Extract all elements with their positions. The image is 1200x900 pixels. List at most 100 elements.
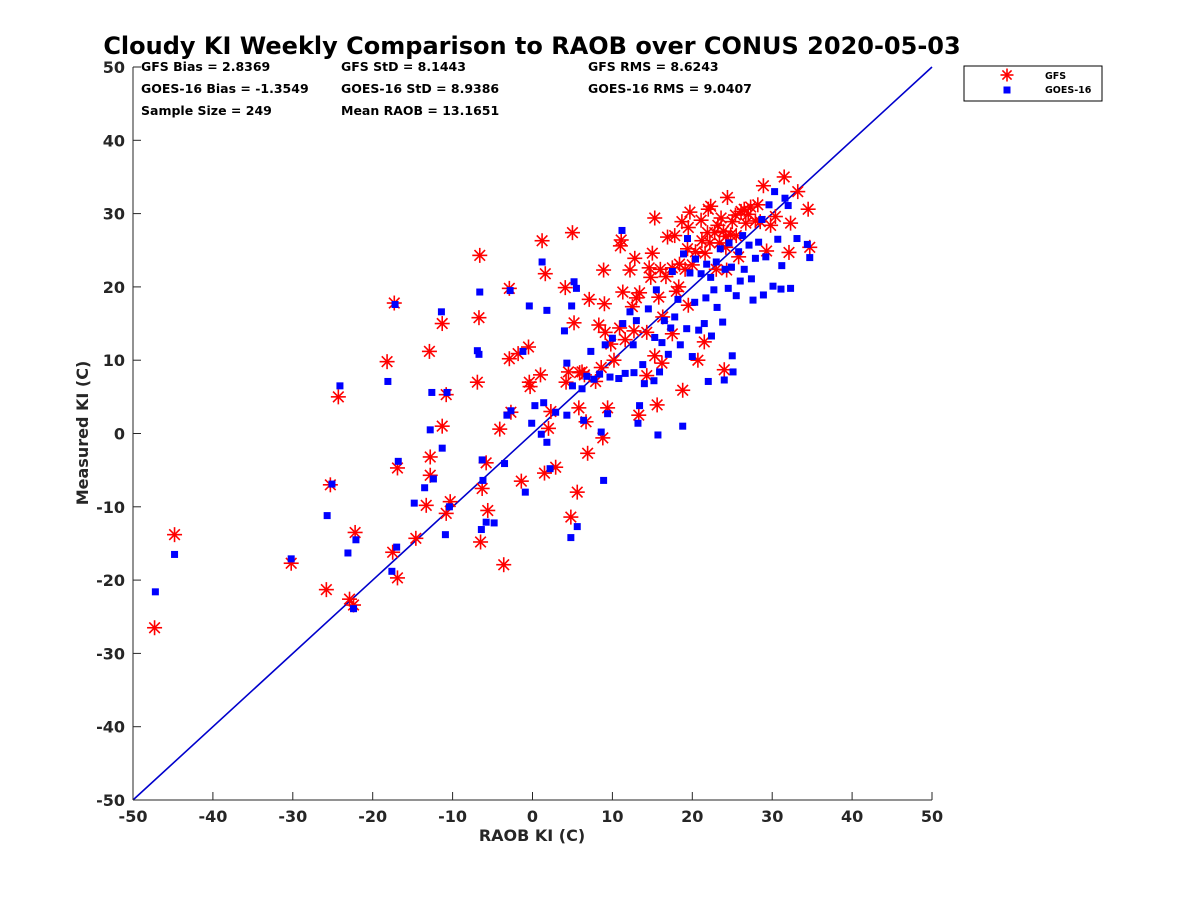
goes16-point	[654, 431, 662, 439]
gfs-point	[408, 530, 424, 546]
gfs-point	[510, 346, 526, 362]
gfs-series	[147, 169, 818, 636]
goes16-point	[632, 317, 640, 325]
gfs-point	[671, 279, 687, 295]
goes16-point	[323, 512, 331, 520]
gfs-point	[596, 262, 612, 278]
goes16-point	[667, 324, 675, 332]
goes16-point	[695, 326, 703, 334]
goes16-point	[702, 294, 710, 302]
stat-sample-size: Sample Size = 249	[141, 103, 272, 118]
y-tick-label: 30	[103, 205, 125, 224]
goes16-point	[691, 298, 699, 306]
gfs-point	[750, 197, 766, 213]
goes16-point	[634, 419, 642, 427]
goes16-point	[352, 536, 360, 544]
goes16-point	[583, 372, 591, 380]
gfs-point	[667, 228, 683, 244]
gfs-point	[501, 351, 517, 367]
gfs-point	[649, 397, 665, 413]
gfs-point	[687, 244, 703, 260]
goes16-point	[543, 438, 551, 446]
gfs-point	[680, 220, 696, 236]
gfs-point	[767, 209, 783, 225]
gfs-point	[480, 502, 496, 518]
gfs-point	[537, 266, 553, 282]
goes16-point	[658, 339, 666, 347]
goes16-point	[563, 359, 571, 367]
goes16-point	[421, 484, 429, 492]
goes16-point	[639, 361, 647, 369]
goes16-point	[426, 426, 434, 434]
goes16-point	[728, 352, 736, 360]
goes16-point	[749, 296, 757, 304]
gfs-point	[569, 484, 585, 500]
goes16-point	[774, 235, 782, 243]
goes16-point	[615, 375, 623, 383]
goes16-point	[652, 286, 660, 294]
y-tick-label: 0	[114, 425, 125, 444]
goes16-point	[587, 347, 595, 355]
gfs-point	[385, 544, 401, 560]
gfs-point	[647, 210, 663, 226]
goes16-point	[608, 334, 616, 342]
goes16-point	[640, 380, 648, 388]
goes16-point	[568, 302, 576, 310]
gfs-point	[639, 368, 655, 384]
goes16-point	[716, 245, 724, 253]
gfs-point	[675, 382, 691, 398]
goes16-point	[806, 254, 814, 262]
y-tick-label: 50	[103, 58, 125, 77]
goes16-point	[707, 273, 715, 281]
goes16-point	[739, 232, 747, 240]
goes16-point	[507, 407, 515, 415]
goes16-point	[580, 416, 588, 424]
y-tick-label: -10	[96, 498, 125, 517]
legend: GFS GOES-16	[963, 65, 1103, 102]
gfs-point	[318, 582, 334, 598]
goes16-point	[656, 368, 664, 376]
goes16-point	[732, 292, 740, 300]
goes16-point	[758, 215, 766, 223]
goes16-point	[600, 476, 608, 484]
gfs-point	[492, 421, 508, 437]
goes16-point	[735, 248, 743, 256]
legend-gfs-label: GFS	[1045, 71, 1066, 82]
gfs-point	[728, 228, 744, 244]
goes16-point	[428, 388, 436, 396]
goes16-point	[567, 534, 575, 542]
goes16-point	[747, 275, 755, 283]
goes16-point	[479, 476, 487, 484]
x-tick-label: 30	[761, 807, 783, 826]
goes16-point	[745, 241, 753, 249]
gfs-point	[696, 334, 712, 350]
goes16-point	[793, 235, 801, 243]
goes16-point	[525, 302, 533, 310]
gfs-point	[626, 323, 642, 339]
legend-box	[963, 65, 1103, 102]
gfs-point	[632, 285, 648, 301]
goes16-point	[664, 350, 672, 358]
y-axis-label: Measured KI (C)	[73, 361, 92, 506]
gfs-point	[719, 189, 735, 205]
y-tick-label: -50	[96, 791, 125, 810]
goes16-point	[721, 265, 729, 273]
goes16-point	[621, 369, 629, 377]
gfs-point	[693, 212, 709, 228]
goes16-point	[629, 341, 637, 349]
gfs-point	[713, 210, 729, 226]
gfs-point	[790, 184, 806, 200]
gfs-point	[167, 527, 183, 543]
stats-block: GFS Bias = 2.8369 GFS StD = 8.1443 GFS R…	[141, 59, 752, 118]
goes16-point	[429, 475, 437, 483]
chart-title: Cloudy KI Weekly Comparison to RAOB over…	[103, 32, 960, 60]
goes16-point	[287, 555, 295, 563]
gfs-point	[496, 557, 512, 573]
gfs-point	[472, 247, 488, 263]
gfs-point	[600, 400, 616, 416]
goes16-point	[724, 284, 732, 292]
goes16-point	[394, 457, 402, 465]
gfs-point	[422, 449, 438, 465]
gfs-point	[379, 354, 395, 370]
goes16-point	[441, 531, 449, 539]
